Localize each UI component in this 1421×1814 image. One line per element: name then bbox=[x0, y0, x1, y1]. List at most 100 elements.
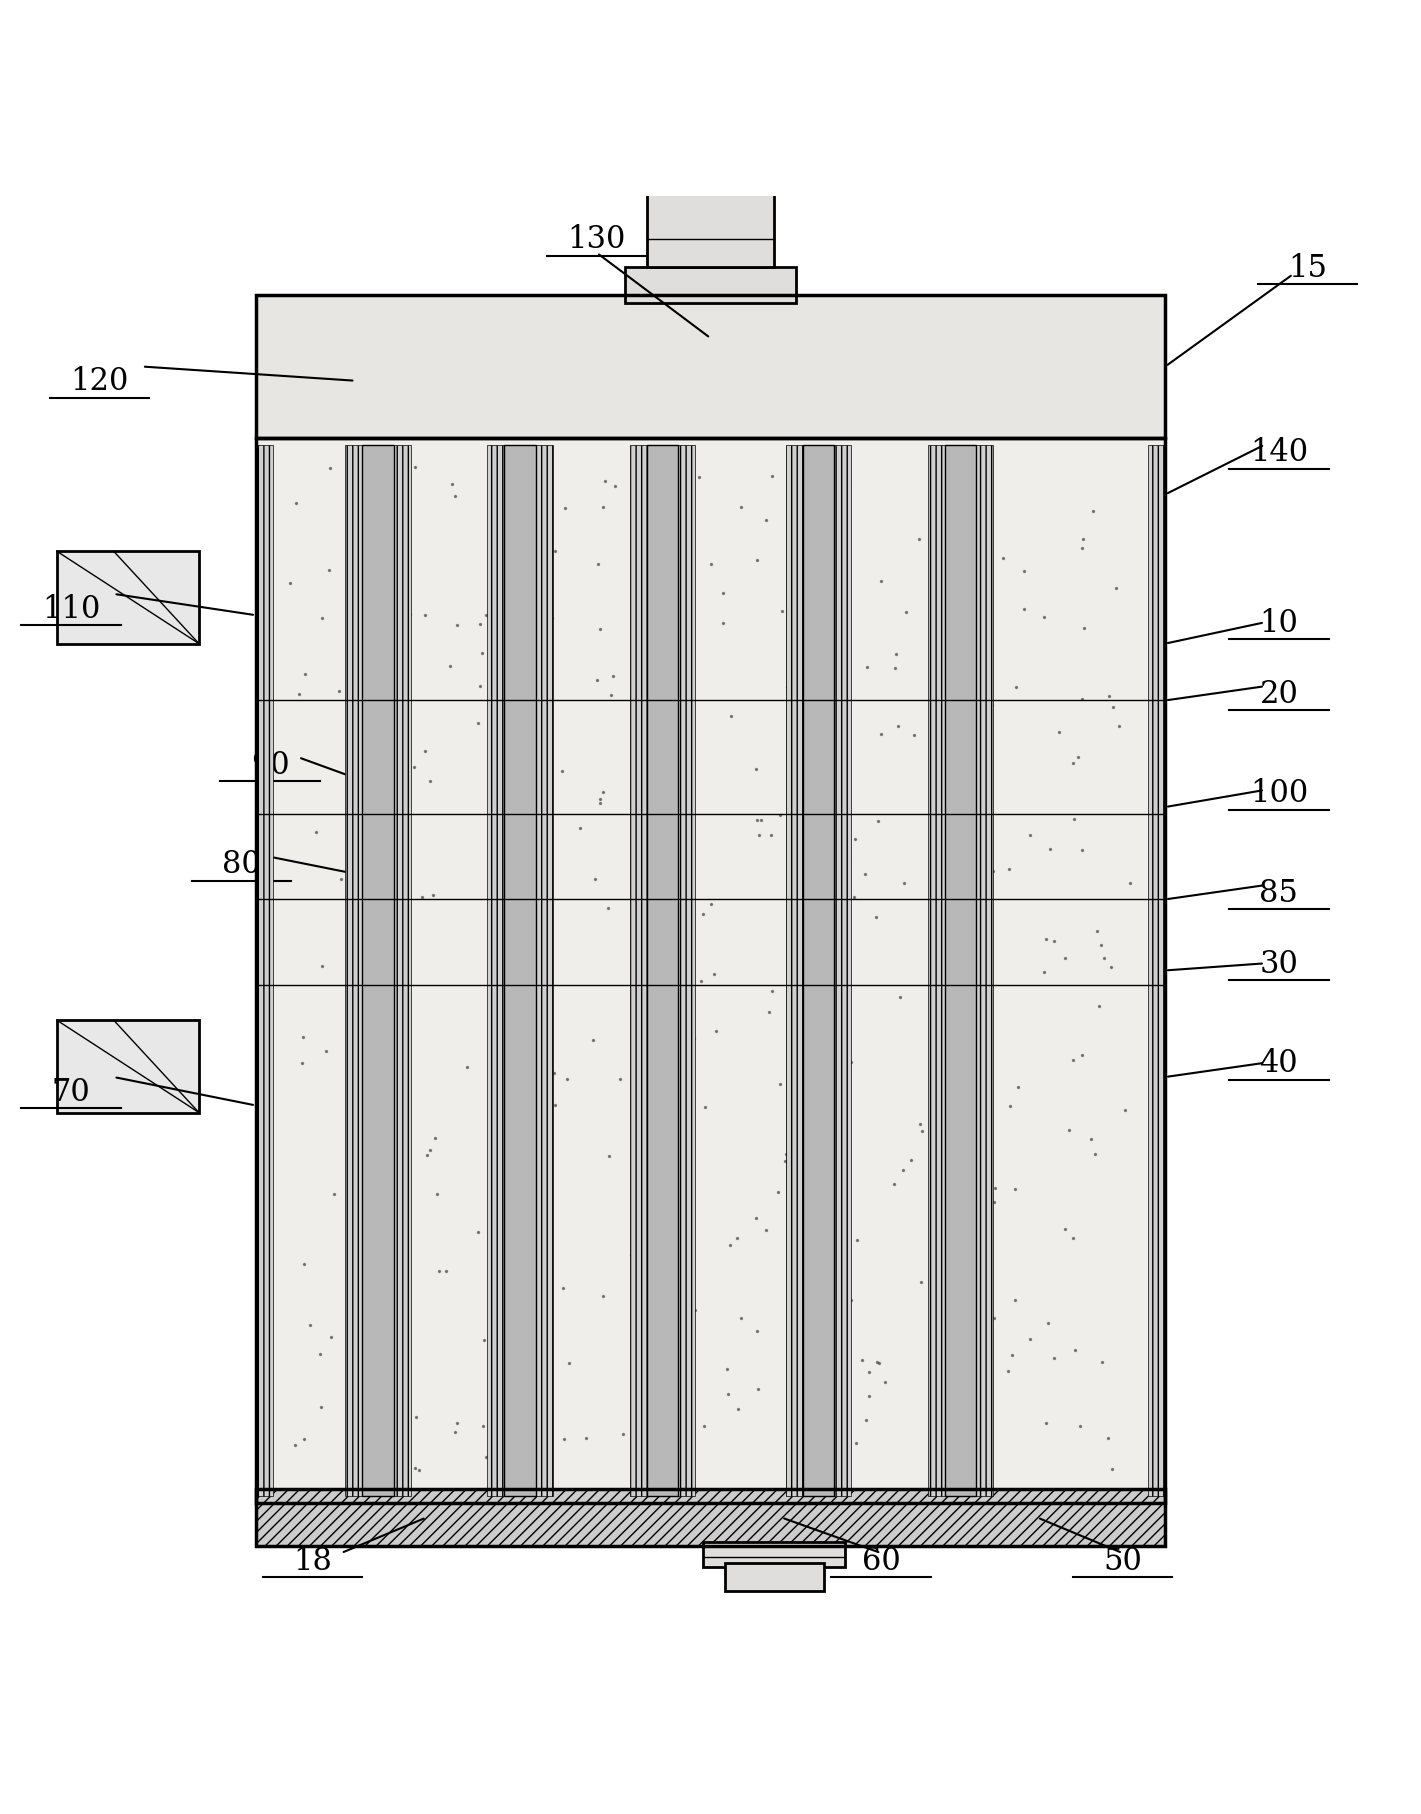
Point bbox=[354, 1252, 377, 1281]
Point bbox=[956, 591, 979, 620]
Point bbox=[891, 1156, 914, 1185]
Bar bbox=[976, 446, 993, 1497]
Point bbox=[966, 867, 989, 896]
Point bbox=[350, 1039, 372, 1068]
Point bbox=[392, 528, 415, 557]
Point bbox=[858, 1382, 881, 1411]
Point bbox=[568, 814, 591, 844]
Point bbox=[962, 1402, 985, 1431]
Point bbox=[469, 610, 492, 639]
Point bbox=[874, 1368, 897, 1397]
Point bbox=[627, 854, 649, 883]
Point bbox=[705, 1018, 728, 1047]
Point bbox=[601, 662, 624, 691]
Point bbox=[396, 457, 419, 486]
Point bbox=[543, 1090, 566, 1119]
Point bbox=[728, 1395, 750, 1424]
Point bbox=[294, 660, 317, 689]
Point bbox=[820, 1159, 843, 1188]
Point bbox=[840, 1048, 863, 1078]
Point bbox=[661, 1112, 684, 1141]
Bar bbox=[256, 439, 1165, 1504]
Point bbox=[519, 844, 541, 873]
Point bbox=[1059, 1116, 1081, 1145]
Point bbox=[951, 967, 973, 996]
Point bbox=[590, 785, 612, 814]
Point bbox=[654, 802, 676, 831]
Point bbox=[392, 669, 415, 698]
Point bbox=[415, 1141, 438, 1170]
Point bbox=[554, 493, 577, 522]
Point bbox=[774, 1141, 797, 1170]
Point bbox=[982, 1188, 1005, 1217]
Point bbox=[377, 1043, 399, 1072]
Point bbox=[746, 1317, 769, 1346]
Point bbox=[1047, 718, 1070, 747]
Point bbox=[355, 961, 378, 990]
Point bbox=[996, 1357, 1019, 1386]
Point bbox=[469, 671, 492, 700]
Point bbox=[865, 1348, 888, 1377]
Text: 130: 130 bbox=[567, 223, 627, 256]
Point bbox=[630, 631, 652, 660]
Point bbox=[830, 1419, 853, 1448]
Text: 80: 80 bbox=[222, 849, 261, 880]
Point bbox=[588, 789, 611, 818]
Point bbox=[1019, 822, 1042, 851]
Point bbox=[845, 1429, 868, 1458]
Point bbox=[1069, 1411, 1091, 1440]
Point bbox=[382, 1353, 405, 1382]
Point bbox=[516, 646, 539, 675]
Point bbox=[682, 853, 705, 882]
Point bbox=[441, 470, 463, 499]
Bar bbox=[786, 446, 803, 1497]
Point bbox=[372, 1413, 395, 1442]
Point bbox=[523, 1029, 546, 1058]
Point bbox=[884, 655, 907, 684]
Bar bbox=[394, 446, 411, 1497]
Text: 15: 15 bbox=[1287, 252, 1327, 283]
Point bbox=[345, 1306, 368, 1335]
Point bbox=[1064, 1335, 1087, 1364]
Point bbox=[426, 1181, 449, 1210]
Point bbox=[439, 653, 462, 682]
Point bbox=[938, 1275, 961, 1304]
Point bbox=[603, 472, 625, 501]
Point bbox=[348, 829, 371, 858]
Point bbox=[692, 1411, 715, 1440]
Point bbox=[392, 840, 415, 869]
Point bbox=[620, 1241, 642, 1270]
Point bbox=[760, 463, 783, 492]
Bar bbox=[630, 446, 647, 1497]
Point bbox=[537, 834, 560, 863]
Point bbox=[908, 524, 931, 553]
Point bbox=[730, 1304, 753, 1333]
Point bbox=[489, 1025, 512, 1054]
Point bbox=[385, 704, 408, 733]
Point bbox=[593, 778, 615, 807]
Bar bbox=[647, 446, 678, 1497]
Point bbox=[760, 820, 783, 849]
Point bbox=[811, 542, 834, 571]
Point bbox=[777, 1449, 800, 1478]
Bar bbox=[256, 296, 1165, 439]
Point bbox=[1012, 557, 1034, 586]
Point bbox=[402, 753, 425, 782]
Point bbox=[475, 600, 497, 629]
Point bbox=[581, 1025, 604, 1054]
Point bbox=[588, 615, 611, 644]
Point bbox=[857, 1359, 880, 1388]
Point bbox=[584, 865, 607, 894]
Point bbox=[537, 1272, 560, 1301]
Point bbox=[969, 600, 992, 629]
Point bbox=[807, 626, 830, 655]
Point bbox=[284, 490, 307, 519]
Point bbox=[813, 1001, 836, 1030]
Point bbox=[747, 820, 770, 849]
Bar bbox=[803, 446, 834, 1497]
Point bbox=[1100, 952, 1123, 981]
Point bbox=[608, 1065, 631, 1094]
Point bbox=[959, 1212, 982, 1241]
Point bbox=[870, 566, 892, 595]
Bar bbox=[678, 446, 695, 1497]
